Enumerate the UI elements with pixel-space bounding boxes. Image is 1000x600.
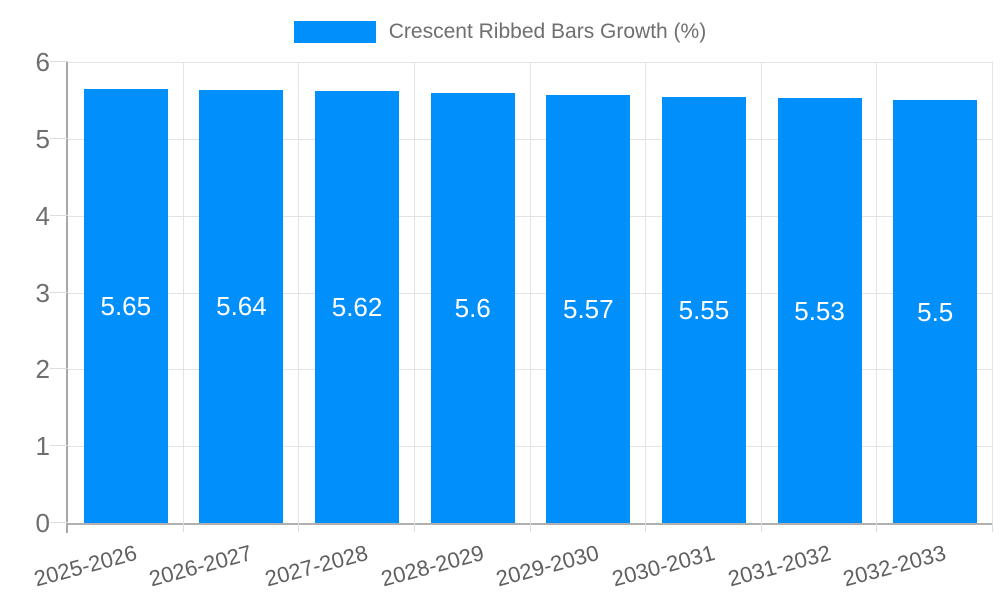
legend-item[interactable]: Crescent Ribbed Bars Growth (%) [293,20,707,44]
y-axis-tick [50,137,68,139]
bar[interactable]: 5.64 [199,89,284,523]
gridline-vertical [876,62,878,523]
bar-value-label: 5.53 [794,295,845,326]
bar[interactable]: 5.5 [893,100,978,523]
x-axis-tick [760,523,762,532]
bar[interactable]: 5.62 [315,91,400,523]
gridline-horizontal [68,138,993,140]
y-axis-tick [50,368,68,370]
y-axis-label: 5 [35,123,50,154]
gridline-horizontal [68,369,993,371]
bar-value-label: 5.62 [331,292,383,323]
y-axis-tick [50,291,68,293]
gridline-vertical [760,62,762,523]
x-axis-tick [529,523,531,532]
y-axis-tick [50,61,68,62]
y-axis-tick [50,522,68,523]
y-axis-label: 1 [35,431,50,462]
gridline-horizontal [68,62,993,63]
gridline-vertical [413,62,415,523]
x-axis-tick [298,523,300,532]
y-axis-label: 6 [35,47,50,77]
gridline-vertical [645,62,647,523]
gridline-vertical [529,62,531,523]
x-axis-tick [645,523,647,532]
bar[interactable]: 5.53 [777,98,862,523]
legend-label: Crescent Ribbed Bars Growth (%) [388,20,707,43]
gridline-vertical [182,62,184,523]
bar[interactable]: 5.6 [430,92,515,523]
plot-area: 5.65 5.64 5.62 5.6 5.57 5.55 5.53 5.5 [66,62,993,533]
bar-value-label: 5.5 [917,296,954,327]
y-axis-label: 3 [35,277,50,308]
x-axis-tick [876,523,878,532]
bar-value-label: 5.55 [678,294,730,325]
gridline-horizontal [68,292,993,294]
y-axis-label: 2 [35,354,50,385]
bar-value-label: 5.6 [454,292,491,323]
gridline-vertical [992,62,993,523]
x-axis-tick [182,523,184,532]
y-axis-label: 4 [35,200,50,231]
y-axis-line [66,62,68,533]
bar[interactable]: 5.65 [83,88,168,523]
bar[interactable]: 5.55 [661,96,746,523]
x-axis-baseline [68,523,993,525]
gridline-horizontal [68,215,993,217]
x-axis-tick [413,523,415,532]
legend-swatch [293,21,376,43]
gridline-vertical [298,62,300,523]
gridline-horizontal [68,446,993,448]
bar-value-label: 5.65 [100,290,152,321]
bar-value-label: 5.64 [216,291,267,322]
x-axis-tick [992,523,993,532]
y-axis-label: 0 [35,508,50,538]
bar[interactable]: 5.57 [546,95,631,523]
bar-value-label: 5.57 [563,294,614,325]
legend: Crescent Ribbed Bars Growth (%) [0,20,1000,44]
y-axis-tick [50,445,68,447]
y-axis-tick [50,214,68,216]
